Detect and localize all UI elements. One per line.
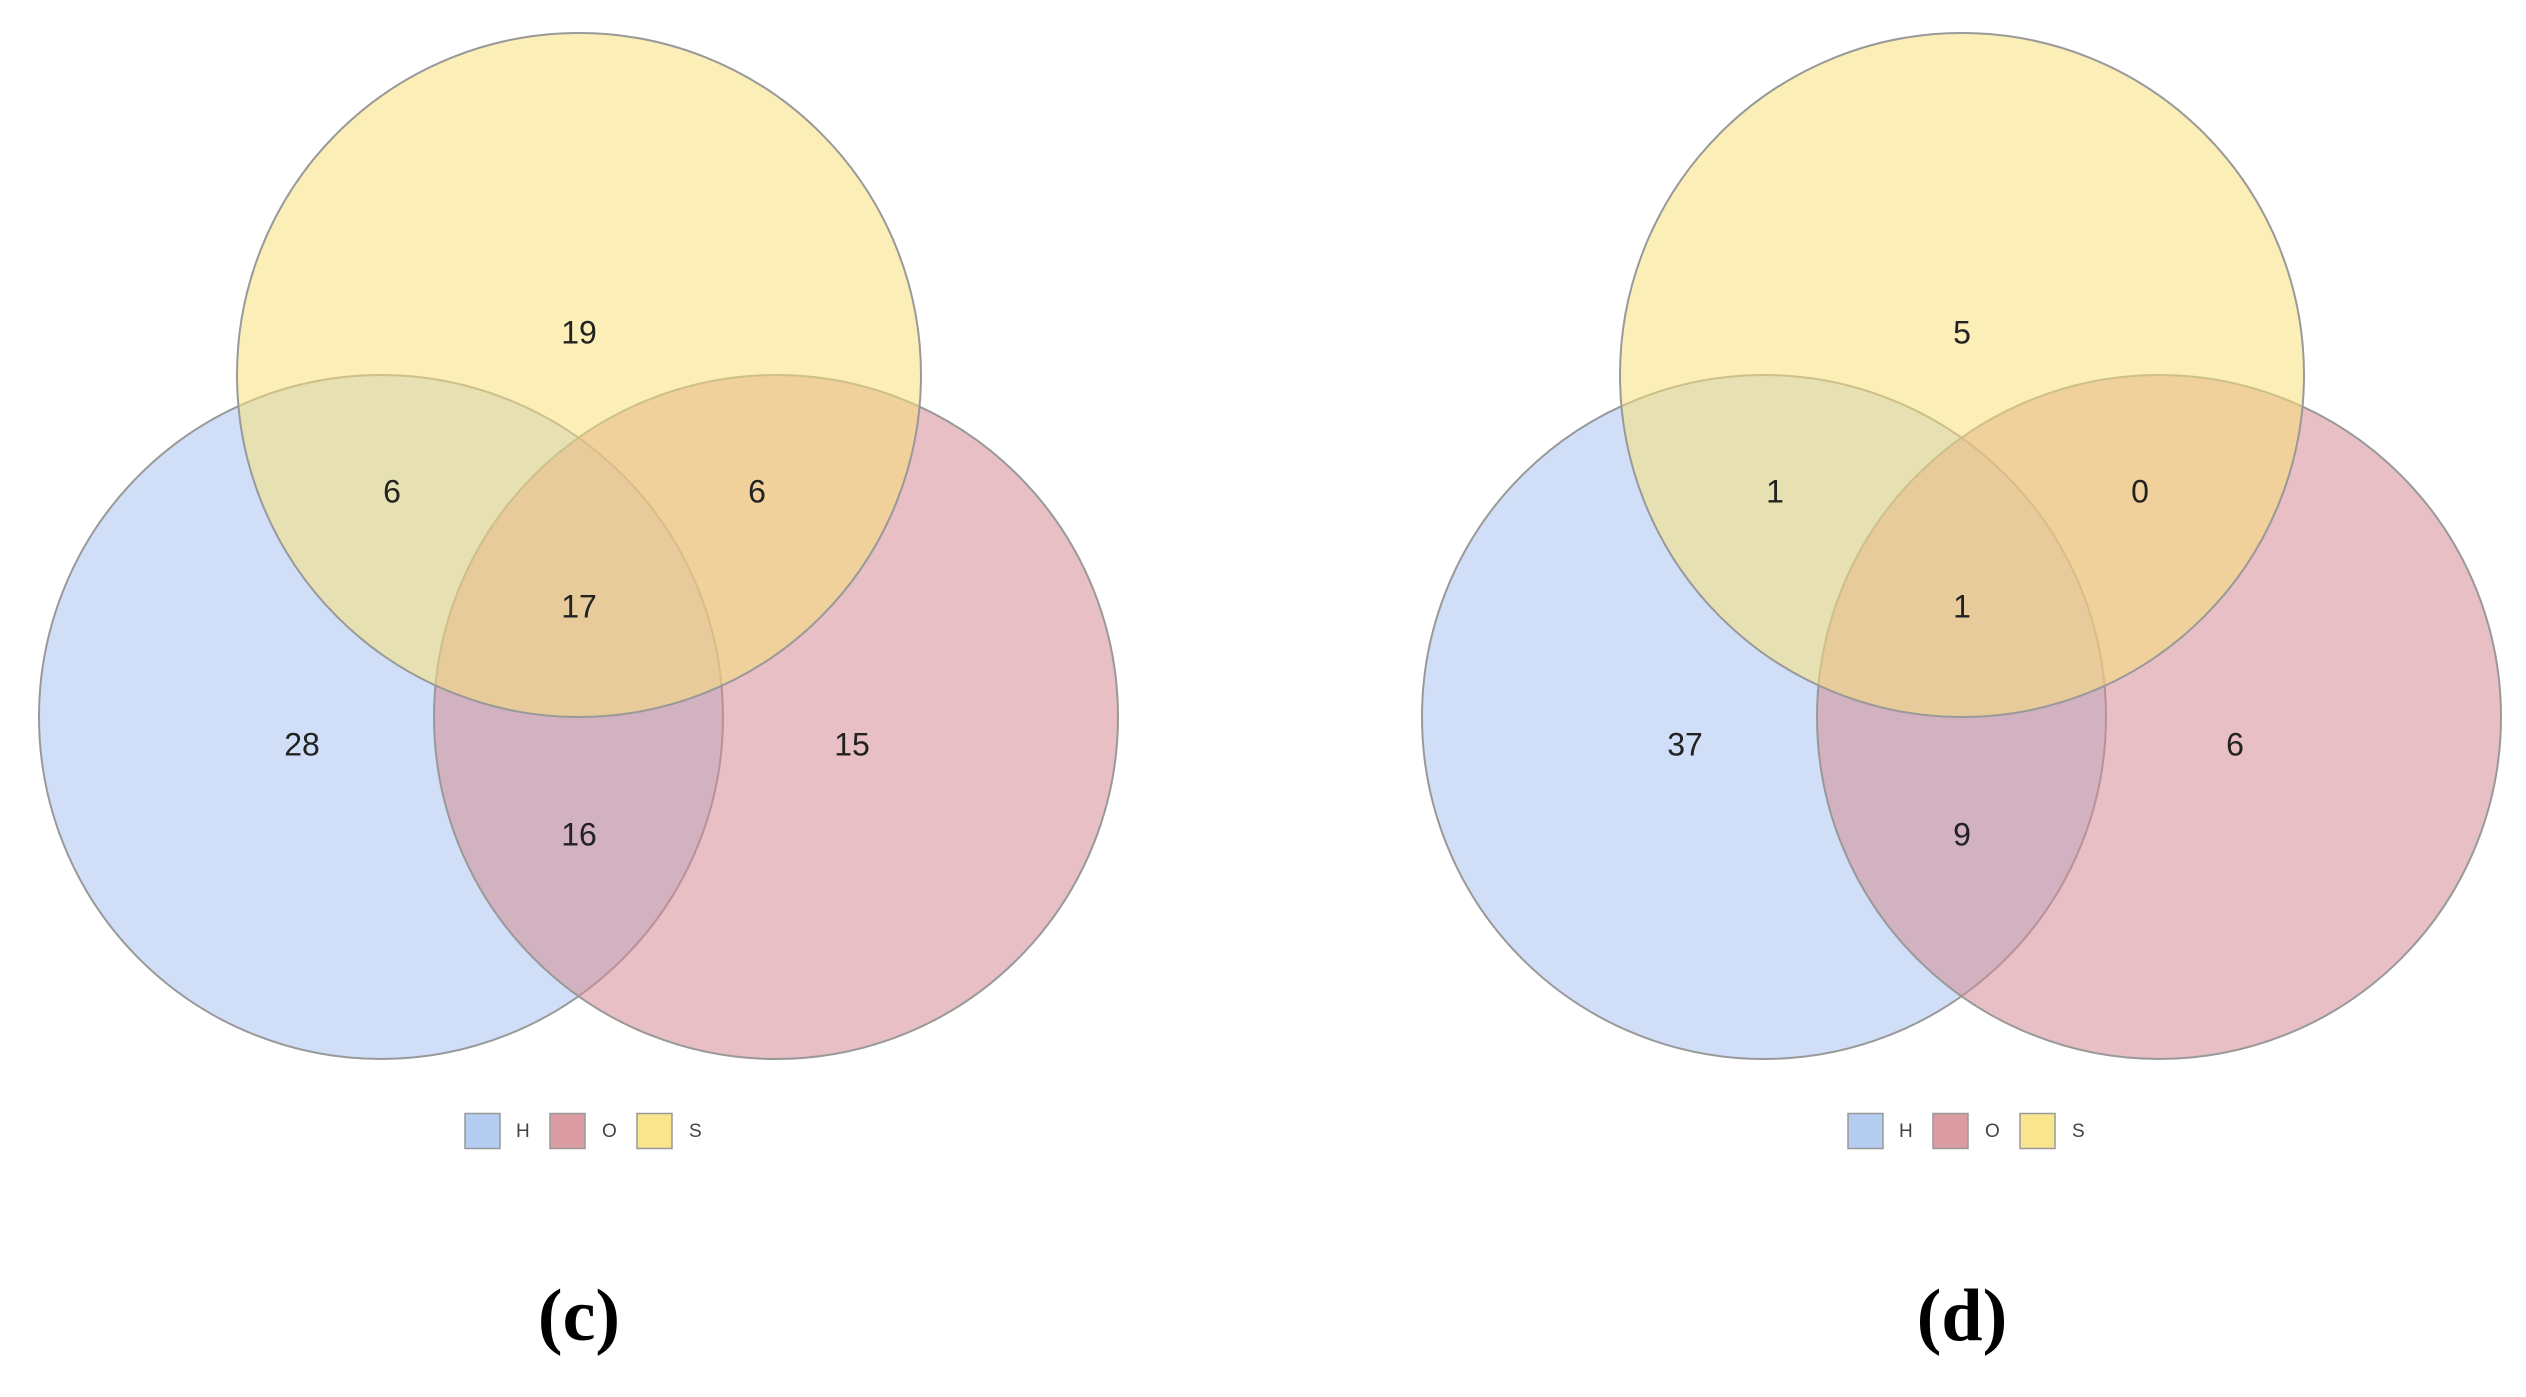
region-count-h-only: 28 [284,726,320,762]
set-circle-s [1619,32,2305,718]
legend-label-s: S [689,1121,702,1142]
region-count-h-o: 16 [561,816,597,852]
region-count-h-o: 9 [1953,816,1971,852]
region-count-s-only: 5 [1953,314,1971,350]
region-count-h-s: 6 [383,473,401,509]
legend-swatch-o [549,1112,586,1150]
legend-label-o: O [1985,1121,2000,1142]
region-count-h-o-s: 1 [1953,588,1971,624]
legend-label-o: O [602,1121,617,1142]
legend-label-s: S [2072,1121,2085,1142]
legend-swatch-o [1932,1112,1969,1150]
region-count-o-only: 15 [834,726,870,762]
panel-label: (d) [1917,1275,2007,1357]
legend-swatch-h [1847,1112,1884,1150]
region-count-o-only: 6 [2226,726,2244,762]
region-count-s-only: 19 [561,314,597,350]
set-circle-s [236,32,922,718]
venn-panel-2: 5 1 0 1 37 6 9 H O S (d) [1421,32,2502,1357]
region-count-o-s: 0 [2131,473,2149,509]
legend-swatch-h [464,1112,501,1150]
legend-label-h: H [1899,1121,1913,1142]
panel-label: (c) [538,1275,620,1357]
legend-swatch-s [2019,1112,2056,1150]
legend-label-h: H [516,1121,530,1142]
venn-panel-1: 19 6 6 17 28 15 16 H O S (c) [38,32,1119,1357]
region-count-h-s: 1 [1766,473,1784,509]
region-count-o-s: 6 [748,473,766,509]
region-count-h-o-s: 17 [561,588,597,624]
region-count-h-only: 37 [1667,726,1703,762]
legend-swatch-s [636,1112,673,1150]
